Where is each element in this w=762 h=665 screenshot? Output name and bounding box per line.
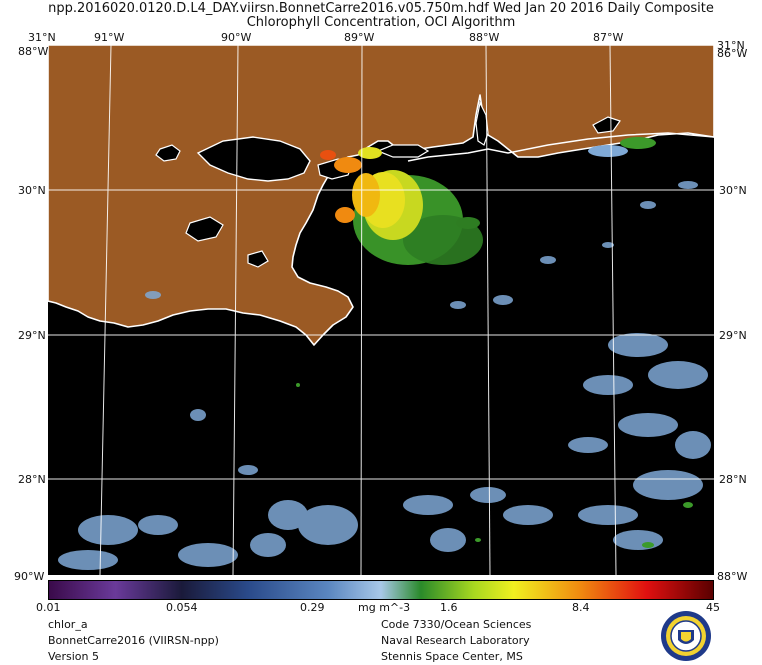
lat-label-29n-left: 29°N [18, 329, 46, 342]
lat-label-29n-right: 29°N [719, 329, 747, 342]
mobile-bay [475, 101, 489, 146]
colorbar-tick-0.054: 0.054 [166, 601, 198, 614]
corner-label-bottom-left: 90°W [14, 570, 45, 583]
nrl-seal-icon [661, 611, 711, 661]
colorbar [48, 580, 714, 600]
colorbar-tick-8.4: 8.4 [572, 601, 590, 614]
lake-maurepas [155, 144, 181, 162]
footer-right: Code 7330/Ocean Sciences Naval Research … [381, 617, 531, 665]
map-title: npp.2016020.0120.D.L4_DAY.viirsn.BonnetC… [48, 1, 714, 16]
corner-label-bottom-right: 88°W [717, 570, 748, 583]
low-chlorophyll-scatter [58, 181, 711, 570]
pensacola-bay [592, 116, 621, 134]
land-mass [48, 45, 714, 346]
lon-label-91w: 91°W [94, 31, 125, 44]
barrier-islands [407, 132, 714, 162]
corner-lon-top-left: 88°W [18, 45, 49, 58]
lon-label-89w: 89°W [344, 31, 375, 44]
mississippi-sound [376, 144, 430, 158]
chlorophyll-map[interactable] [48, 45, 714, 575]
lake-barataria [247, 250, 269, 268]
chlorophyll-patches [320, 137, 656, 265]
map-subtitle: Chlorophyll Concentration, OCI Algorithm [246, 15, 516, 30]
dataset-name: BonnetCarre2016 (VIIRSN-npp) [48, 634, 219, 647]
lake-pontchartrain [196, 136, 311, 182]
org-code: Code 7330/Ocean Sciences [381, 618, 532, 631]
lon-label-90w: 90°W [221, 31, 252, 44]
colorbar-tick-1.6: 1.6 [440, 601, 458, 614]
lake-salvador [185, 216, 224, 242]
org-name: Naval Research Laboratory [381, 634, 530, 647]
colorbar-tick-0.01: 0.01 [36, 601, 61, 614]
graticule [48, 45, 714, 575]
corner-lat-top-right: 31°N [717, 39, 745, 52]
lat-label-30n-right: 30°N [719, 184, 747, 197]
lon-label-88w: 88°W [469, 31, 500, 44]
lat-label-28n-left: 28°N [18, 473, 46, 486]
lat-label-30n-left: 30°N [18, 184, 46, 197]
colorbar-unit: mg m^-3 [358, 601, 411, 614]
lon-label-87w: 87°W [593, 31, 624, 44]
product-name: chlor_a [48, 618, 88, 631]
green-specks [296, 383, 693, 548]
org-location: Stennis Space Center, MS [381, 650, 523, 663]
corner-lat-top-left: 31°N [28, 31, 56, 44]
lat-label-28n-right: 28°N [719, 473, 747, 486]
version-label: Version 5 [48, 650, 99, 663]
corner-lon-top-right: 86°W [717, 47, 748, 60]
colorbar-tick-0.29: 0.29 [300, 601, 325, 614]
footer-left: chlor_a BonnetCarre2016 (VIIRSN-npp) Ver… [48, 617, 219, 665]
colorbar-tick-45: 45 [706, 601, 720, 614]
